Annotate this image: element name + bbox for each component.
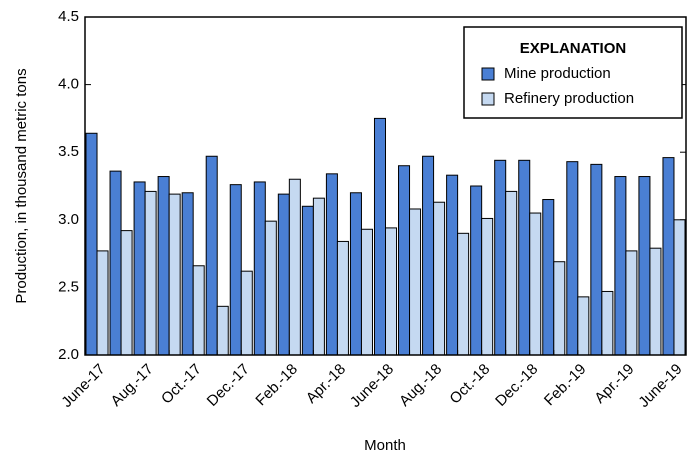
bar bbox=[168, 193, 181, 356]
bar bbox=[649, 247, 662, 356]
bar bbox=[133, 181, 146, 356]
x-tick-label: June-17 bbox=[58, 361, 108, 411]
bar bbox=[349, 192, 362, 356]
bar bbox=[240, 270, 253, 356]
bar bbox=[638, 176, 651, 356]
bar bbox=[529, 212, 542, 356]
bar bbox=[288, 178, 301, 356]
y-tick-label: 2.0 bbox=[58, 346, 79, 363]
bar bbox=[673, 219, 686, 356]
bar bbox=[205, 155, 218, 356]
bar bbox=[253, 181, 266, 356]
bar bbox=[192, 265, 205, 356]
bar bbox=[85, 132, 98, 356]
x-tick-label: June-18 bbox=[347, 361, 397, 411]
y-tick-label: 3.5 bbox=[58, 143, 79, 160]
bar bbox=[96, 250, 109, 356]
bar bbox=[457, 232, 470, 356]
bar bbox=[109, 170, 122, 356]
legend-swatch bbox=[481, 92, 495, 106]
x-tick-label: Dec.-17 bbox=[204, 361, 253, 410]
bar bbox=[360, 228, 373, 356]
bar bbox=[229, 184, 242, 356]
bar bbox=[277, 193, 290, 356]
legend-box bbox=[463, 26, 683, 119]
x-tick-label: Feb.-18 bbox=[252, 361, 301, 410]
x-tick-label: Dec.-18 bbox=[492, 361, 541, 410]
bar bbox=[625, 250, 638, 356]
bar bbox=[409, 208, 422, 356]
bar bbox=[614, 176, 627, 356]
bar bbox=[662, 157, 675, 356]
bar bbox=[301, 205, 314, 356]
bar bbox=[422, 155, 435, 356]
bar bbox=[373, 117, 387, 356]
legend-swatch bbox=[481, 67, 495, 81]
bar bbox=[601, 290, 614, 356]
bar bbox=[336, 240, 349, 356]
x-tick-label: Apr.-18 bbox=[303, 361, 349, 407]
x-tick-label: June-19 bbox=[635, 361, 685, 411]
bar bbox=[385, 227, 398, 356]
legend-title: EXPLANATION bbox=[520, 40, 626, 57]
x-tick-label: Apr.-19 bbox=[591, 361, 637, 407]
x-tick-label: Aug.-17 bbox=[108, 361, 157, 410]
bar bbox=[144, 190, 157, 356]
bar bbox=[216, 305, 229, 356]
bar bbox=[181, 192, 194, 356]
legend-label: Mine production bbox=[504, 65, 611, 82]
x-tick-label: Oct.-17 bbox=[158, 361, 205, 408]
bar bbox=[312, 197, 325, 356]
bar bbox=[470, 185, 483, 356]
bar bbox=[542, 199, 555, 356]
bar bbox=[398, 165, 411, 356]
x-axis-title: Month bbox=[364, 437, 406, 454]
bar bbox=[433, 201, 446, 356]
bar bbox=[505, 190, 518, 356]
bar bbox=[494, 159, 507, 356]
bar bbox=[264, 220, 277, 356]
bar bbox=[446, 174, 459, 356]
y-axis-title: Production, in thousand metric tons bbox=[13, 68, 30, 303]
x-tick-label: Aug.-18 bbox=[396, 361, 445, 410]
y-tick-label: 4.5 bbox=[58, 8, 79, 25]
bar bbox=[590, 163, 603, 356]
bar bbox=[481, 217, 494, 356]
y-tick-label: 4.0 bbox=[58, 76, 79, 93]
plot-frame bbox=[84, 16, 687, 356]
bar bbox=[566, 161, 579, 356]
x-tick-label: Feb.-19 bbox=[541, 361, 590, 410]
bar bbox=[120, 230, 133, 356]
bar bbox=[577, 296, 590, 356]
x-tick-label: Oct.-18 bbox=[446, 361, 493, 408]
y-tick-label: 2.5 bbox=[58, 278, 79, 295]
bar bbox=[518, 159, 531, 356]
bar bbox=[553, 261, 566, 356]
bar bbox=[325, 173, 338, 356]
legend-label: Refinery production bbox=[504, 90, 634, 107]
y-tick-label: 3.0 bbox=[58, 211, 79, 228]
bar bbox=[157, 176, 170, 356]
